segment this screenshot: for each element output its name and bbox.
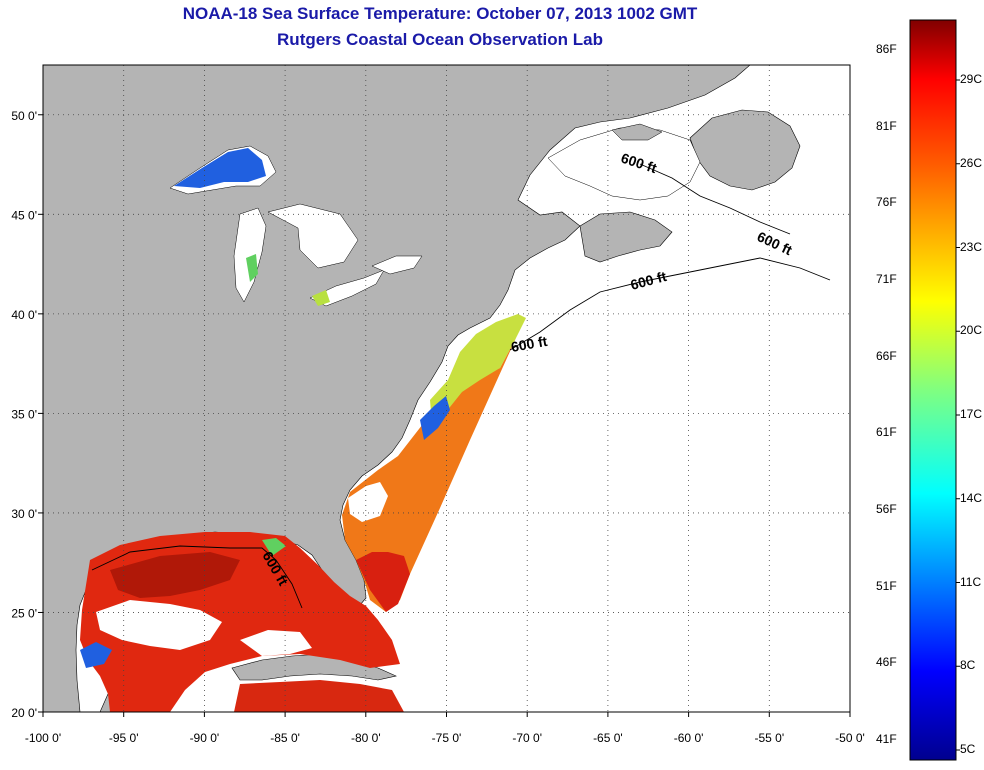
colorbar-f-label: 41F: [876, 732, 897, 746]
y-tick-label: 20 0': [11, 706, 37, 720]
y-tick-label: 30 0': [11, 507, 37, 521]
colorbar-ticks: [956, 79, 960, 751]
colorbar-f-label: 56F: [876, 502, 897, 516]
lake-erie: [309, 269, 385, 307]
x-tick-label: -70 0': [512, 731, 542, 745]
x-axis-labels: -100 0' -95 0' -90 0' -85 0' -80 0' -75 0' -70…: [25, 712, 865, 745]
gulf-sst-cool: [80, 642, 112, 668]
x-tick-label: -55 0': [754, 731, 784, 745]
caribbean-sst: [234, 680, 404, 712]
x-tick-label: -65 0': [593, 731, 623, 745]
land-cuba: [231, 653, 397, 681]
colorbar-f-label: 46F: [876, 655, 897, 670]
colorbar-f-label: 61F: [876, 425, 897, 440]
map-title: NOAA-18 Sea Surface Temperature: October…: [182, 4, 698, 23]
land-anticosti: [611, 123, 663, 141]
land-nova-scotia: [579, 211, 673, 263]
gulf-cloud-white: [96, 600, 222, 650]
lake-erie-sst: [312, 290, 330, 306]
colorbar-f-label: 76F: [876, 195, 897, 210]
land-newfoundland: [689, 109, 801, 191]
colorbar-c-label: 29C: [960, 72, 983, 86]
colorbar-c-label: 14C: [960, 490, 983, 505]
colorbar-c-label: 8C: [960, 658, 976, 673]
colorbar-c-label: 17C: [960, 407, 983, 421]
atlantic-sst-yellow: [430, 314, 526, 424]
y-tick-label: 45 0': [11, 208, 37, 222]
y-tick-label: 50 0': [11, 109, 37, 123]
gulf-cloud-white-2: [240, 630, 312, 656]
colorbar-f-label: 51F: [876, 578, 897, 593]
atlantic-sst-blue: [420, 396, 450, 440]
lake-superior-sst: [174, 148, 266, 188]
y-tick-label: 25 0': [11, 606, 37, 620]
atlantic-sst-red: [356, 552, 410, 612]
x-tick-label: -90 0': [190, 731, 220, 745]
atlantic-sst-orange: [342, 338, 516, 612]
y-axis-labels: 50 0' 45 0' 40 0' 35 0' 30 0' 25 0' 20 0': [11, 109, 43, 720]
x-tick-label: -60 0': [674, 731, 704, 745]
x-tick-label: -95 0': [109, 731, 139, 745]
map-subtitle: Rutgers Coastal Ocean Observation Lab: [277, 30, 603, 49]
colorbar-c-label: 5C: [960, 742, 976, 756]
lake-huron: [267, 203, 359, 269]
colorbar-c-label: 26C: [960, 155, 983, 170]
colorbar-c-label: 20C: [960, 323, 983, 338]
colorbar-c-label: 11C: [960, 574, 982, 589]
x-tick-label: -85 0': [270, 731, 300, 745]
colorbar-f-label: 66F: [876, 348, 897, 363]
lake-michigan-sst: [246, 254, 258, 282]
colorbar-c-label: 23C: [960, 239, 983, 254]
lake-michigan: [233, 207, 267, 303]
contour-label: 600 ft: [510, 333, 549, 355]
y-tick-label: 40 0': [11, 308, 37, 322]
x-tick-label: -80 0': [351, 731, 381, 745]
atlantic-cloud-white: [348, 482, 388, 522]
x-tick-label: -100 0': [25, 731, 61, 745]
y-tick-label: 35 0': [11, 407, 37, 421]
colorbar-f-label: 81F: [876, 118, 897, 133]
colorbar: [909, 19, 957, 761]
gulf-sst-green: [262, 538, 286, 556]
gulf-st-lawrence: [547, 127, 701, 201]
colorbar-f-label: 86F: [876, 42, 897, 56]
gulf-sst-deep: [110, 552, 240, 598]
isobath-600ft: [91, 163, 831, 609]
x-tick-label: -50 0': [835, 731, 865, 745]
x-tick-label: -75 0': [432, 731, 462, 745]
lake-ontario: [371, 255, 423, 275]
colorbar-f-label: 71F: [876, 272, 897, 286]
